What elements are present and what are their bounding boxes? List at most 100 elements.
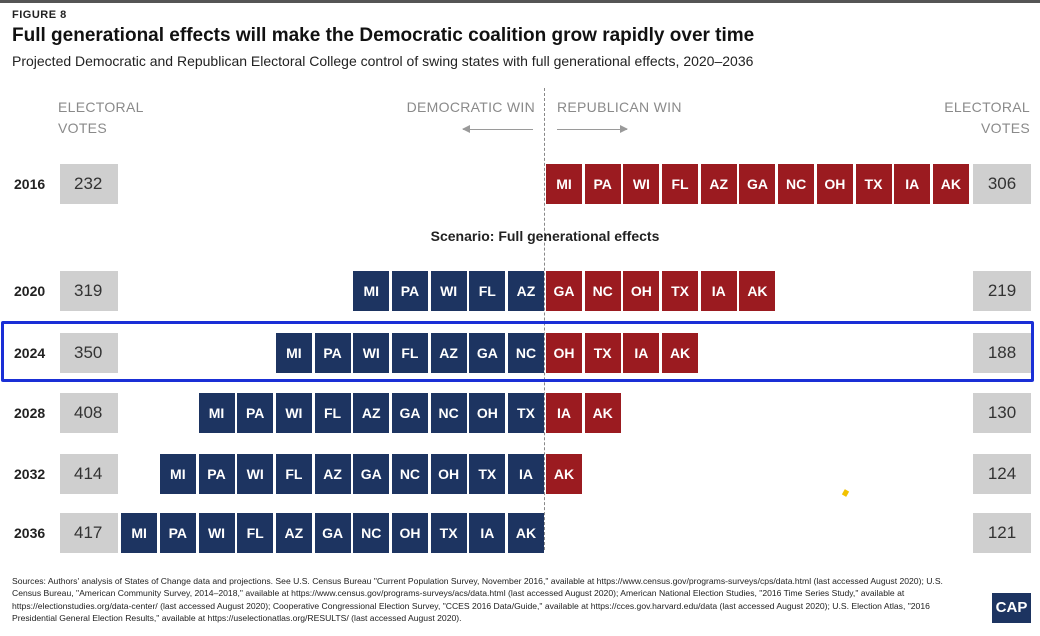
rep-states-group: IA AK — [546, 393, 623, 433]
dem-state-box: NC — [508, 333, 544, 373]
rep-state-box: PA — [584, 164, 621, 204]
dem-state-box: WI — [275, 393, 312, 433]
dem-state-box: WI — [198, 513, 235, 553]
dem-state-box: IA — [469, 513, 506, 553]
rep-state-box: OH — [623, 271, 660, 311]
rep-states-group: OH TX IA AK — [546, 333, 701, 373]
rep-electoral-votes: 130 — [973, 393, 1031, 433]
dem-state-box: IA — [508, 454, 544, 494]
dem-state-box: NC — [391, 454, 428, 494]
ev-header-right-line1: ELECTORAL — [944, 99, 1030, 115]
rep-state-box: AK — [584, 393, 621, 433]
dem-states-group: MI PA WI FL AZ GA NC OH TX IA — [159, 454, 544, 494]
year-row-2032: 2032 414 MI PA WI FL AZ GA NC OH TX IA AK 124 — [0, 454, 1040, 494]
dem-state-box: NC — [353, 513, 390, 553]
rep-states-group: GA NC OH TX IA AK — [546, 271, 778, 311]
rep-state-box: AZ — [700, 164, 737, 204]
rep-electoral-votes: 188 — [973, 333, 1031, 373]
rep-state-box: IA — [546, 393, 582, 433]
ev-header-right: ELECTORAL VOTES — [944, 97, 1030, 139]
dem-electoral-votes: 232 — [60, 164, 118, 204]
right-arrow-icon — [557, 125, 628, 133]
rep-state-box: AK — [546, 454, 582, 494]
rep-states-group: AK — [546, 454, 585, 494]
dem-states-group: MI PA WI FL AZ GA NC OH TX IA AK — [121, 513, 544, 553]
rep-electoral-votes: 219 — [973, 271, 1031, 311]
dem-state-box: NC — [430, 393, 467, 433]
dem-state-box: MI — [198, 393, 235, 433]
dem-state-box: TX — [508, 393, 544, 433]
ev-header-left: ELECTORAL VOTES — [58, 97, 144, 139]
dem-states-group: MI PA WI FL AZ — [353, 271, 544, 311]
rep-state-box: OH — [816, 164, 853, 204]
dem-state-box: GA — [391, 393, 428, 433]
rep-state-box: FL — [662, 164, 699, 204]
dem-state-box: GA — [353, 454, 390, 494]
top-rule — [0, 0, 1040, 3]
chart-subtitle: Projected Democratic and Republican Elec… — [12, 53, 754, 69]
dem-state-box: AK — [508, 513, 544, 553]
dem-state-box: FL — [275, 454, 312, 494]
dem-electoral-votes: 417 — [60, 513, 118, 553]
rep-state-box: GA — [739, 164, 776, 204]
rep-state-box: MI — [546, 164, 582, 204]
highlight-box-2024 — [1, 321, 1034, 382]
year-label: 2036 — [14, 525, 46, 541]
cap-logo: CAP — [992, 593, 1031, 623]
rep-states-group: MI PA WI FL AZ GA NC OH TX IA AK — [546, 164, 972, 204]
dem-state-box: WI — [353, 333, 390, 373]
dem-state-box: PA — [391, 271, 428, 311]
decorative-mark — [841, 489, 850, 497]
dem-state-box: AZ — [508, 271, 544, 311]
dem-state-box: TX — [469, 454, 506, 494]
dem-state-box: TX — [430, 513, 467, 553]
dem-state-box: PA — [198, 454, 235, 494]
dem-state-box: PA — [314, 333, 351, 373]
dem-state-box: AZ — [430, 333, 467, 373]
year-label: 2028 — [14, 405, 46, 421]
year-row-2020: 2020 319 MI PA WI FL AZ GA NC OH TX IA AK 219 — [0, 271, 1040, 311]
rep-electoral-votes: 306 — [973, 164, 1031, 204]
rep-state-box: NC — [778, 164, 815, 204]
dem-state-box: MI — [353, 271, 390, 311]
scenario-label: Scenario: Full generational effects — [430, 228, 660, 244]
sources-note: Sources: Authors' analysis of States of … — [12, 576, 943, 623]
rep-state-box: AK — [662, 333, 699, 373]
dem-state-box: AZ — [353, 393, 390, 433]
dem-state-box: MI — [275, 333, 312, 373]
rep-state-box: TX — [584, 333, 621, 373]
left-arrow-icon — [462, 125, 533, 133]
dem-state-box: MI — [159, 454, 196, 494]
rep-state-box: WI — [623, 164, 660, 204]
dem-electoral-votes: 319 — [60, 271, 118, 311]
rep-state-box: TX — [662, 271, 699, 311]
ev-header-left-line1: ELECTORAL — [58, 99, 144, 115]
rep-state-box: IA — [894, 164, 931, 204]
ev-header-right-line2: VOTES — [981, 120, 1030, 136]
dem-state-box: FL — [391, 333, 428, 373]
dem-state-box: PA — [159, 513, 196, 553]
year-label: 2024 — [14, 345, 46, 361]
rep-state-box: IA — [623, 333, 660, 373]
republican-win-header: REPUBLICAN WIN — [557, 99, 682, 115]
rep-electoral-votes: 124 — [973, 454, 1031, 494]
center-divider — [544, 88, 545, 550]
dem-state-box: OH — [430, 454, 467, 494]
rep-state-box: GA — [546, 271, 582, 311]
dem-state-box: FL — [314, 393, 351, 433]
dem-state-box: MI — [121, 513, 158, 553]
dem-state-box: FL — [237, 513, 274, 553]
rep-electoral-votes: 121 — [973, 513, 1031, 553]
dem-electoral-votes: 408 — [60, 393, 118, 433]
dem-state-box: GA — [314, 513, 351, 553]
rep-state-box: OH — [546, 333, 582, 373]
rep-state-box: AK — [739, 271, 776, 311]
dem-state-box: WI — [430, 271, 467, 311]
dem-state-box: OH — [391, 513, 428, 553]
dem-state-box: PA — [237, 393, 274, 433]
year-label: 2020 — [14, 283, 46, 299]
dem-electoral-votes: 414 — [60, 454, 118, 494]
figure-label: FIGURE 8 — [12, 9, 67, 21]
ev-header-left-line2: VOTES — [58, 120, 107, 136]
chart-title: Full generational effects will make the … — [12, 25, 755, 46]
